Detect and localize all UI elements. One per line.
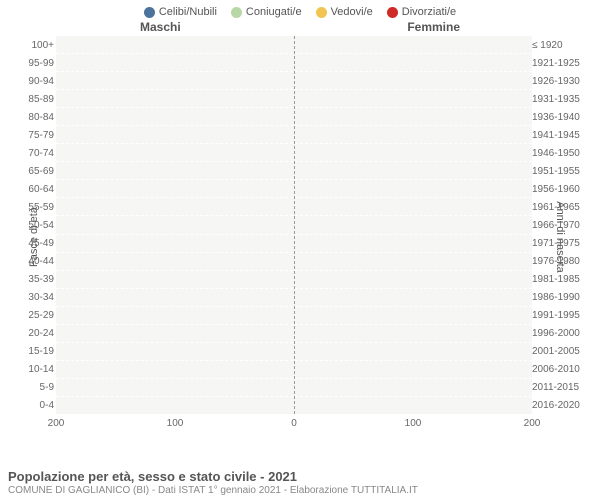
year-label: 1976-1980 bbox=[532, 252, 584, 270]
year-label: ≤ 1920 bbox=[532, 36, 584, 54]
legend-item-married: Coniugati/e bbox=[231, 6, 302, 18]
year-label: 1946-1950 bbox=[532, 144, 584, 162]
x-tick: 100 bbox=[167, 418, 184, 429]
year-label: 2016-2020 bbox=[532, 396, 584, 414]
age-label: 80-84 bbox=[20, 108, 54, 126]
age-label: 10-14 bbox=[20, 360, 54, 378]
year-label: 1921-1925 bbox=[532, 54, 584, 72]
year-label: 1941-1945 bbox=[532, 126, 584, 144]
legend-item-divorced: Divorziati/e bbox=[387, 6, 456, 18]
x-tick: 0 bbox=[291, 418, 297, 429]
footer-subtitle: COMUNE DI GAGLIANICO (BI) - Dati ISTAT 1… bbox=[8, 485, 592, 496]
year-label: 2011-2015 bbox=[532, 378, 584, 396]
x-axis: 2001000100200 bbox=[56, 418, 532, 434]
x-tick: 100 bbox=[405, 418, 422, 429]
age-label: 50-54 bbox=[20, 216, 54, 234]
age-label: 100+ bbox=[20, 36, 54, 54]
chart-area: Fasce di età Anni di nascita 100+95-9990… bbox=[0, 36, 600, 438]
legend-item-single: Celibi/Nubili bbox=[144, 6, 217, 18]
year-label: 1981-1985 bbox=[532, 270, 584, 288]
legend-label-widowed: Vedovi/e bbox=[331, 6, 373, 18]
footer: Popolazione per età, sesso e stato civil… bbox=[8, 469, 592, 496]
age-label: 20-24 bbox=[20, 324, 54, 342]
year-label: 1996-2000 bbox=[532, 324, 584, 342]
age-label: 75-79 bbox=[20, 126, 54, 144]
footer-title: Popolazione per età, sesso e stato civil… bbox=[8, 469, 592, 484]
year-label: 2006-2010 bbox=[532, 360, 584, 378]
legend-swatch-divorced bbox=[387, 7, 398, 18]
age-label: 45-49 bbox=[20, 234, 54, 252]
legend-swatch-widowed bbox=[316, 7, 327, 18]
year-label: 1971-1975 bbox=[532, 234, 584, 252]
age-label: 25-29 bbox=[20, 306, 54, 324]
year-labels-right: ≤ 19201921-19251926-19301931-19351936-19… bbox=[532, 36, 584, 414]
age-label: 70-74 bbox=[20, 144, 54, 162]
year-label: 1936-1940 bbox=[532, 108, 584, 126]
age-label: 85-89 bbox=[20, 90, 54, 108]
year-label: 1961-1965 bbox=[532, 198, 584, 216]
year-label: 1926-1930 bbox=[532, 72, 584, 90]
age-label: 30-34 bbox=[20, 288, 54, 306]
legend-swatch-single bbox=[144, 7, 155, 18]
age-label: 0-4 bbox=[20, 396, 54, 414]
age-label: 65-69 bbox=[20, 162, 54, 180]
age-label: 35-39 bbox=[20, 270, 54, 288]
age-label: 15-19 bbox=[20, 342, 54, 360]
age-label: 90-94 bbox=[20, 72, 54, 90]
year-label: 1956-1960 bbox=[532, 180, 584, 198]
legend-label-single: Celibi/Nubili bbox=[159, 6, 217, 18]
age-label: 95-99 bbox=[20, 54, 54, 72]
age-label: 5-9 bbox=[20, 378, 54, 396]
year-label: 1991-1995 bbox=[532, 306, 584, 324]
x-tick: 200 bbox=[524, 418, 541, 429]
age-labels-left: 100+95-9990-9485-8980-8475-7970-7465-696… bbox=[20, 36, 54, 414]
legend: Celibi/Nubili Coniugati/e Vedovi/e Divor… bbox=[0, 0, 600, 20]
legend-swatch-married bbox=[231, 7, 242, 18]
year-label: 1966-1970 bbox=[532, 216, 584, 234]
year-label: 1931-1935 bbox=[532, 90, 584, 108]
legend-item-widowed: Vedovi/e bbox=[316, 6, 373, 18]
side-titles: Maschi Femmine bbox=[0, 20, 600, 34]
legend-label-married: Coniugati/e bbox=[246, 6, 302, 18]
title-female: Femmine bbox=[407, 20, 460, 34]
x-tick: 200 bbox=[48, 418, 65, 429]
year-label: 1951-1955 bbox=[532, 162, 584, 180]
year-label: 2001-2005 bbox=[532, 342, 584, 360]
legend-label-divorced: Divorziati/e bbox=[402, 6, 456, 18]
center-line bbox=[294, 36, 295, 414]
title-male: Maschi bbox=[140, 20, 181, 34]
age-label: 40-44 bbox=[20, 252, 54, 270]
plot bbox=[56, 36, 532, 414]
age-label: 60-64 bbox=[20, 180, 54, 198]
age-label: 55-59 bbox=[20, 198, 54, 216]
year-label: 1986-1990 bbox=[532, 288, 584, 306]
